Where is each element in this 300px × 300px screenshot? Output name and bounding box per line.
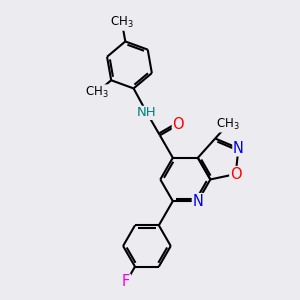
- Text: N: N: [233, 141, 244, 156]
- Text: CH$_3$: CH$_3$: [85, 85, 108, 100]
- Text: O: O: [172, 117, 184, 132]
- Text: N: N: [192, 194, 203, 208]
- Text: CH$_3$: CH$_3$: [216, 117, 240, 132]
- Text: O: O: [230, 167, 242, 182]
- Text: CH$_3$: CH$_3$: [110, 15, 134, 30]
- Text: F: F: [122, 274, 130, 290]
- Text: NH: NH: [137, 106, 157, 119]
